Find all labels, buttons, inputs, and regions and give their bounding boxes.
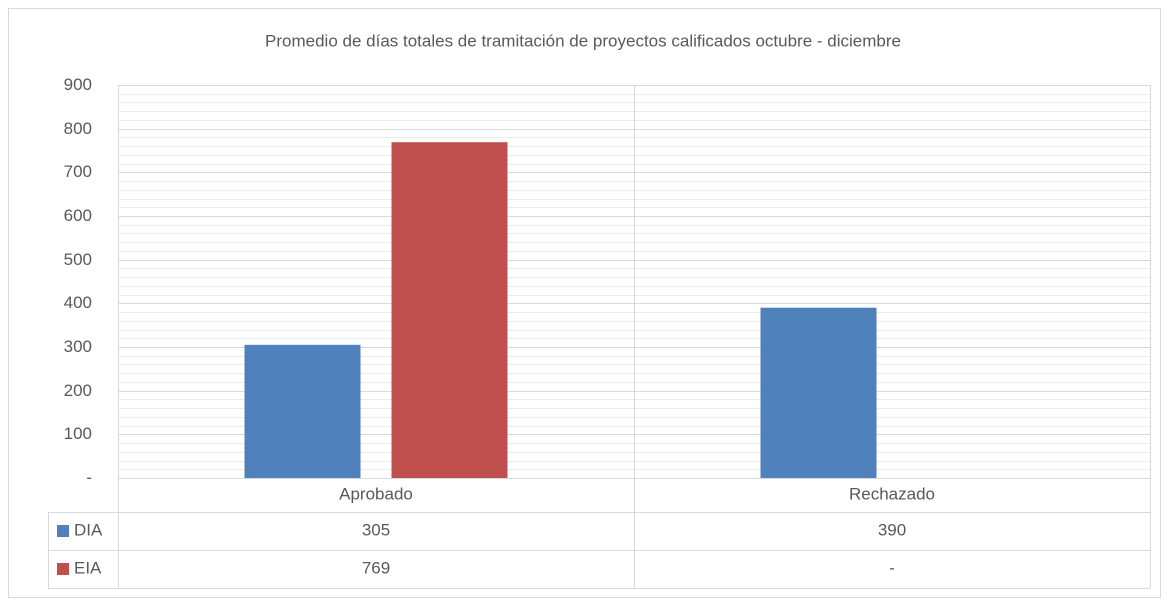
y-tick-label: 900 <box>64 75 92 94</box>
bar <box>760 307 877 478</box>
legend-key <box>57 563 69 575</box>
data-table-value: 390 <box>878 520 906 539</box>
y-tick-label: 500 <box>64 250 92 269</box>
y-tick-label: 800 <box>64 119 92 138</box>
data-table-value: - <box>889 558 895 577</box>
bar <box>391 142 508 478</box>
data-table-value: 769 <box>362 558 390 577</box>
y-tick-label: 100 <box>64 424 92 443</box>
data-table-value: 305 <box>362 520 390 539</box>
legend-key <box>57 525 69 537</box>
legend-label: DIA <box>74 520 103 539</box>
y-tick-label: 600 <box>64 206 92 225</box>
chart-title: Promedio de días totales de tramitación … <box>265 31 901 50</box>
y-tick-label: - <box>86 468 92 487</box>
bar <box>244 344 361 478</box>
y-tick-label: 400 <box>64 293 92 312</box>
y-tick-label: 200 <box>64 381 92 400</box>
legend-label: EIA <box>74 558 102 577</box>
x-tick-label: Rechazado <box>849 484 935 503</box>
y-tick-label: 300 <box>64 337 92 356</box>
y-tick-label: 700 <box>64 162 92 181</box>
x-tick-label: Aprobado <box>339 484 413 503</box>
